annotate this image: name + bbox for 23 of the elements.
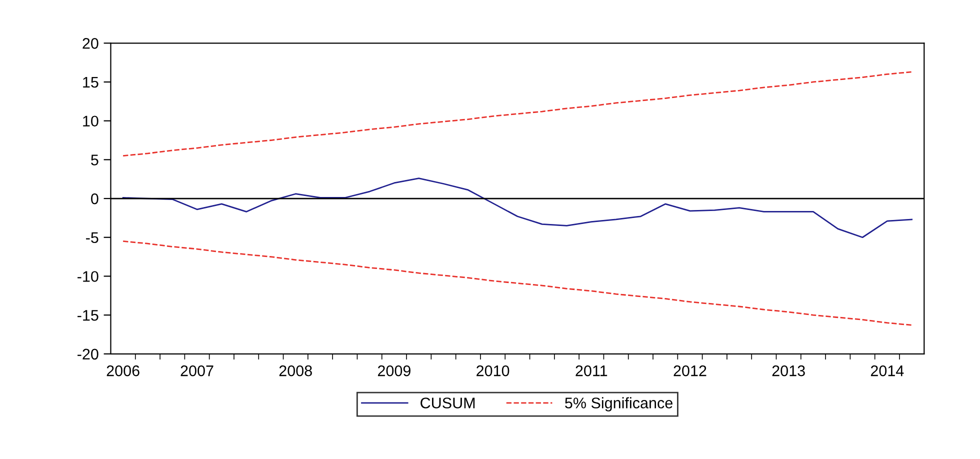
x-tick-label: 2007 [180,365,214,376]
line-series [122,178,913,238]
x-tick-label: 2011 [576,365,608,376]
line-series [122,71,913,156]
x-tick-label: 2010 [476,365,510,376]
x-tick-label: 2012 [674,365,706,376]
y-tick-label: 15 [83,77,98,88]
line-series [122,240,913,326]
x-tick-label: 2008 [279,365,312,376]
y-tick-label: -10 [78,271,98,282]
y-tick-label: -5 [86,232,98,244]
legend-label: CUSUM [420,398,475,408]
x-tick-label: 2013 [772,365,805,376]
y-tick-label: 5 [91,154,98,166]
x-tick-label: 2014 [870,365,904,376]
y-tick-label: -20 [78,348,98,360]
y-tick-label: 0 [91,193,98,204]
x-tick-label: 2009 [378,365,410,376]
y-tick-label: 20 [82,38,98,49]
legend-label: 5% Significance [565,397,672,412]
y-tick-label: 10 [83,116,98,127]
y-tick-label: -15 [78,310,98,321]
x-tick-label: 2006 [106,365,140,376]
